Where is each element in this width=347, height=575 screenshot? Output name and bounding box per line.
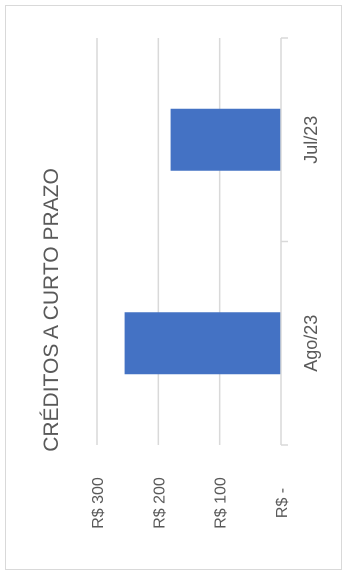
value-tick-label: R$ 200 (151, 477, 168, 529)
labels: R$ 300 R$ 200 R$ 100 R$ - Ago/23 Jul/23 (90, 116, 321, 529)
value-tick-label: R$ - (274, 488, 291, 518)
gridlines (96, 38, 221, 445)
bar (124, 312, 281, 375)
category-label: Jul/23 (301, 116, 321, 164)
chart-title: CRÉDITOS A CURTO PRAZO (40, 168, 63, 452)
bars (124, 108, 281, 375)
value-tick-label: R$ 300 (90, 477, 107, 529)
category-label: Ago/23 (301, 315, 321, 372)
category-axis (280, 37, 288, 446)
value-tick-label: R$ 100 (213, 477, 230, 529)
bar (170, 108, 281, 171)
chart-frame (5, 5, 342, 570)
